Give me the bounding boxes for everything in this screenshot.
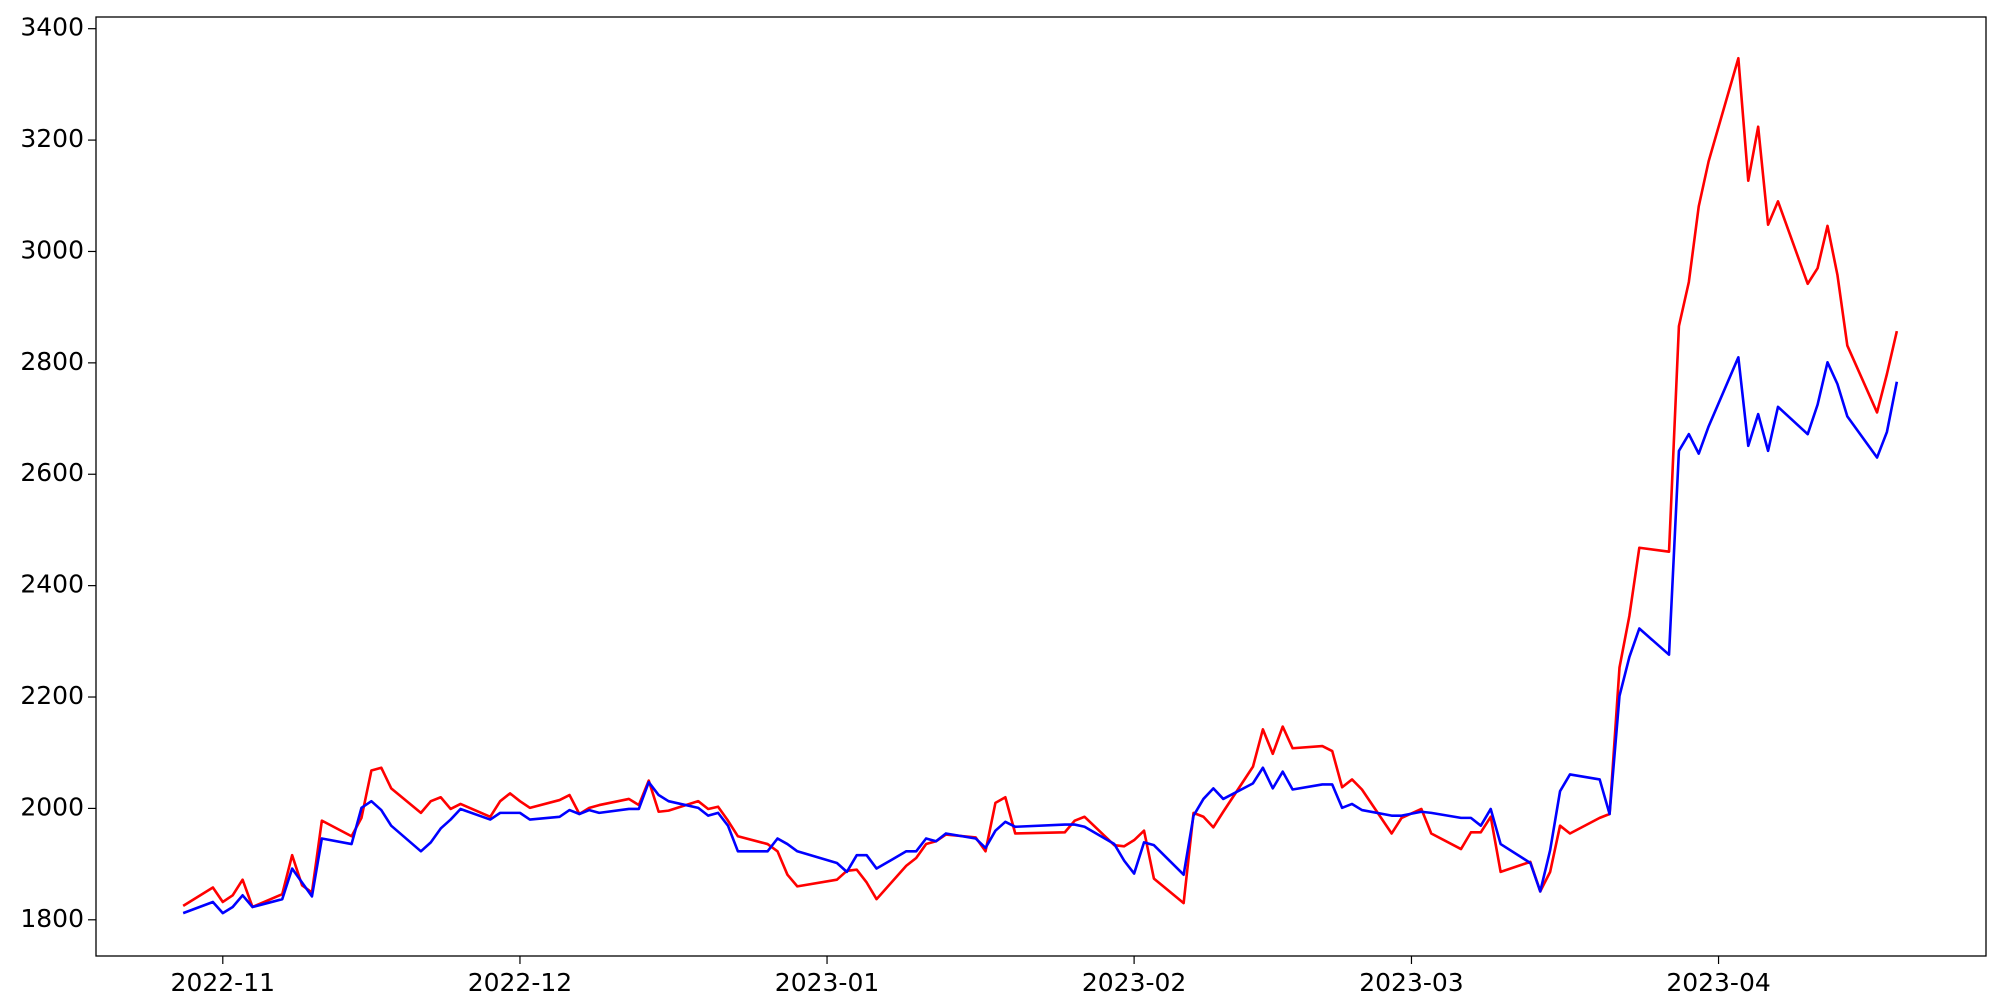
y-tick-label: 3000 <box>20 235 84 264</box>
y-tick-label: 2600 <box>20 458 84 487</box>
y-tick-label: 2000 <box>20 792 84 821</box>
plot-frame <box>95 16 1987 957</box>
y-tick-label: 2800 <box>20 347 84 376</box>
data-line <box>182 355 1899 915</box>
x-tick-label: 2023-03 <box>1359 968 1463 997</box>
x-tick-label: 2022-12 <box>468 968 572 997</box>
x-tick-label: 2023-02 <box>1082 968 1186 997</box>
y-tick-label: 3400 <box>20 13 84 42</box>
x-tick-label: 2023-04 <box>1666 968 1770 997</box>
y-tick-label: 2400 <box>20 570 84 599</box>
y-tick-label: 2200 <box>20 681 84 710</box>
x-tick-label: 2023-01 <box>775 968 879 997</box>
x-tick-label: 2022-11 <box>171 968 275 997</box>
y-tick-label: 1800 <box>20 904 84 933</box>
y-tick-label: 3200 <box>20 124 84 153</box>
data-line <box>182 56 1899 909</box>
